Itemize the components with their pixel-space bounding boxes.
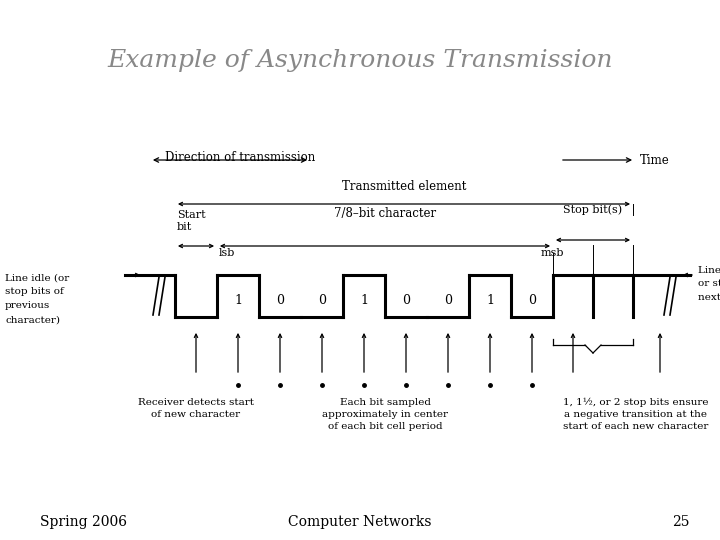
Text: 0: 0 xyxy=(276,294,284,307)
Text: Spring 2006: Spring 2006 xyxy=(40,515,127,529)
Text: start of each new character: start of each new character xyxy=(563,422,708,431)
Text: of new character: of new character xyxy=(151,410,240,419)
Text: or start bit of: or start bit of xyxy=(698,280,720,288)
Text: 0: 0 xyxy=(318,294,326,307)
Text: 7/8–bit character: 7/8–bit character xyxy=(334,207,436,220)
Text: Start: Start xyxy=(177,210,206,220)
Text: bit: bit xyxy=(177,222,192,232)
Text: of each bit cell period: of each bit cell period xyxy=(328,422,442,431)
Text: Direction of transmission: Direction of transmission xyxy=(165,151,315,164)
Text: msb: msb xyxy=(541,248,564,258)
Text: 0: 0 xyxy=(402,294,410,307)
Text: 0: 0 xyxy=(528,294,536,307)
Text: 1: 1 xyxy=(234,294,242,307)
Text: Stop bit(s): Stop bit(s) xyxy=(564,205,623,215)
Text: approximately in center: approximately in center xyxy=(322,410,448,419)
Text: 1, 1½, or 2 stop bits ensure: 1, 1½, or 2 stop bits ensure xyxy=(563,398,708,407)
Text: 25: 25 xyxy=(672,515,690,529)
Text: Computer Networks: Computer Networks xyxy=(288,515,432,529)
Text: a negative transition at the: a negative transition at the xyxy=(564,410,708,419)
Text: character): character) xyxy=(5,315,60,325)
Text: 1: 1 xyxy=(486,294,494,307)
Text: Receiver detects start: Receiver detects start xyxy=(138,398,254,407)
Text: lsb: lsb xyxy=(219,248,235,258)
Text: next character: next character xyxy=(698,294,720,302)
Text: stop bits of: stop bits of xyxy=(5,287,64,296)
Text: Each bit sampled: Each bit sampled xyxy=(340,398,431,407)
Text: Time: Time xyxy=(640,153,670,166)
Text: Example of Asynchronous Transmission: Example of Asynchronous Transmission xyxy=(107,49,613,71)
Text: Transmitted element: Transmitted element xyxy=(342,180,466,193)
Text: previous: previous xyxy=(5,301,50,310)
Text: 0: 0 xyxy=(444,294,452,307)
Text: 1: 1 xyxy=(360,294,368,307)
Text: Line idle (marking): Line idle (marking) xyxy=(698,266,720,274)
Text: Line idle (or: Line idle (or xyxy=(5,273,69,282)
